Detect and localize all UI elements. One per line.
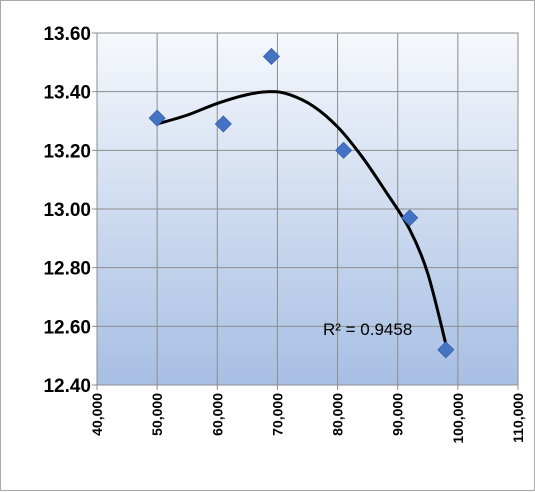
axes xyxy=(92,32,519,390)
data-point xyxy=(335,141,353,159)
x-tick-label: 100,000 xyxy=(450,393,466,444)
x-tick-label: 80,000 xyxy=(330,393,346,436)
y-tick-label: 12.40 xyxy=(43,376,91,397)
data-point xyxy=(262,47,280,66)
trendline xyxy=(156,90,448,345)
data-point xyxy=(401,209,419,227)
data-point xyxy=(214,115,232,133)
y-tick-label: 13.20 xyxy=(43,141,91,162)
y-tick-label: 13.40 xyxy=(43,83,91,104)
data-point xyxy=(437,341,455,359)
labels: 12.40 12.60 12.80 13.00 13.20 13.40 13.60 40,00… xyxy=(43,24,526,444)
x-tick-label: 60,000 xyxy=(209,393,225,436)
data-points xyxy=(148,47,455,359)
x-tick-label: 110,000 xyxy=(510,393,526,443)
gridlines xyxy=(96,32,519,386)
y-tick-label: 13.60 xyxy=(43,24,91,45)
data-point xyxy=(148,109,166,127)
trendline-layer xyxy=(156,90,448,345)
x-tick-label: 70,000 xyxy=(269,393,285,436)
x-tick-label: 90,000 xyxy=(390,393,406,436)
y-tick-label: 12.60 xyxy=(43,317,91,338)
y-tick-label: 12.80 xyxy=(43,259,91,280)
r-squared-label: R² = 0.9458 xyxy=(323,320,412,339)
y-tick-label: 13.00 xyxy=(43,200,91,221)
x-tick-label: 50,000 xyxy=(149,393,165,436)
x-tick-label: 40,000 xyxy=(89,393,105,436)
